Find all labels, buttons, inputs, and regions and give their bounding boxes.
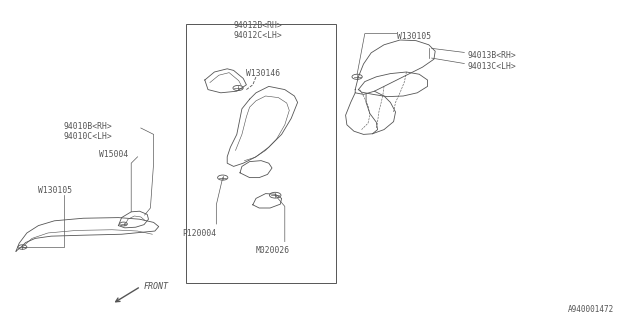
Text: W130105: W130105 <box>397 32 431 41</box>
Text: M020026: M020026 <box>256 246 290 255</box>
Text: W130146: W130146 <box>246 69 280 78</box>
Bar <box>186 24 336 283</box>
Text: P120004: P120004 <box>182 229 216 238</box>
Text: W130105: W130105 <box>38 186 72 195</box>
Text: W15004: W15004 <box>99 150 129 159</box>
Text: 94010B<RH>
94010C<LH>: 94010B<RH> 94010C<LH> <box>64 122 113 141</box>
Text: 94012B<RH>
94012C<LH>: 94012B<RH> 94012C<LH> <box>234 21 282 40</box>
Text: A940001472: A940001472 <box>568 305 614 314</box>
Text: 94013B<RH>
94013C<LH>: 94013B<RH> 94013C<LH> <box>467 51 516 71</box>
Text: FRONT: FRONT <box>144 282 169 291</box>
